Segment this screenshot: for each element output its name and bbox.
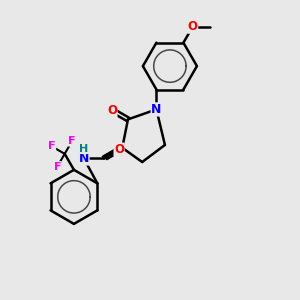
Text: N: N bbox=[151, 103, 162, 116]
Text: F: F bbox=[54, 162, 61, 172]
Text: F: F bbox=[68, 136, 76, 146]
Text: O: O bbox=[107, 103, 117, 117]
Text: O: O bbox=[114, 143, 124, 156]
Text: H: H bbox=[79, 143, 88, 154]
Text: F: F bbox=[48, 141, 56, 152]
Text: O: O bbox=[188, 20, 198, 33]
Text: N: N bbox=[79, 152, 89, 165]
